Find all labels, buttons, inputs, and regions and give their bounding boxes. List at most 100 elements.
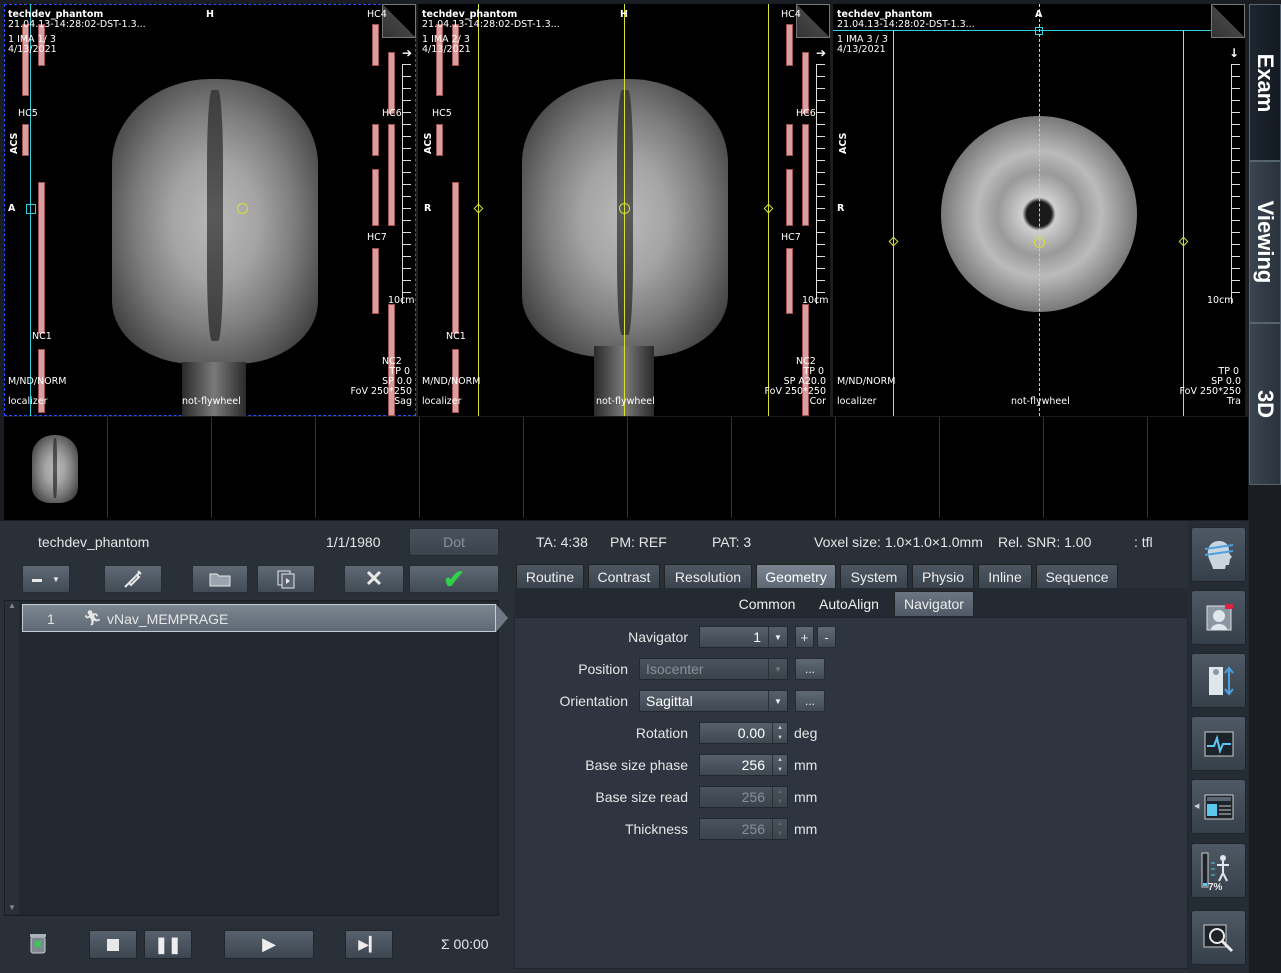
chevron-down-icon[interactable]: ▼ [768,627,787,647]
thumbnail-strip[interactable] [4,417,1248,520]
tab-3d[interactable]: 3D [1249,323,1281,485]
navigator-line[interactable] [1183,30,1184,416]
thumbnail-image [32,435,78,503]
thumbnail[interactable] [4,417,108,518]
play-button[interactable]: ▶ [224,930,314,959]
rotation-stepper[interactable]: ▲ ▼ [772,723,787,743]
queue-item[interactable]: 1 🏃︎ vNav_MEMPRAGE [22,604,496,632]
viewport-sagittal[interactable]: techdev_phantom 21.04.13-14:28:02-DST-1.… [4,4,416,416]
image-index: 1 IMA 1/ 3 [8,34,56,45]
navigator-line[interactable] [1039,4,1041,416]
tab-exam[interactable]: Exam [1249,4,1281,161]
base-size-read-input[interactable]: 256 ▲ ▼ [699,786,788,808]
thumbnail[interactable] [940,417,1044,518]
tab-resolution[interactable]: Resolution [664,564,752,588]
base-size-phase-input[interactable]: 256 ▲ ▼ [699,754,788,776]
navigator-line[interactable] [30,4,31,416]
thumbnail[interactable] [836,417,940,518]
center-marker[interactable] [237,203,248,214]
dot-button[interactable]: Dot [409,528,499,556]
thumbnail[interactable] [628,417,732,518]
navigator-add-button[interactable]: + [795,626,814,648]
thumbnail[interactable] [1044,417,1148,518]
navigator-handle[interactable] [26,204,36,214]
patient-view-button[interactable] [1191,590,1246,645]
thumbnail[interactable] [420,417,524,518]
patient-name: techdev_phantom [8,9,104,20]
apply-button[interactable]: ✔ [409,564,499,594]
rotation-input[interactable]: 0.00 ▲ ▼ [699,722,788,744]
queue-list[interactable] [4,600,499,916]
image-browser-button[interactable] [1191,910,1246,965]
inline-display-button[interactable]: ◀ [1191,779,1246,834]
base-size-phase-stepper[interactable]: ▲ ▼ [772,755,787,775]
viewport-corner-handle[interactable] [796,4,830,38]
chevron-down-icon[interactable]: ▼ [768,659,787,679]
tab-inline[interactable]: Inline [978,564,1032,588]
skip-button[interactable]: ▶▎ [345,930,393,959]
queue-item-name: vNav_MEMPRAGE [107,611,229,627]
table-move-button[interactable] [1191,653,1246,708]
scroll-up-icon[interactable]: ▲ [8,601,16,610]
position-more-button[interactable]: ... [795,658,825,680]
center-marker[interactable] [1034,237,1045,248]
progress-indicator[interactable]: 7% [1191,843,1246,898]
display-window-icon [1204,794,1233,819]
tab-sequence-label: Sequence [1045,568,1109,585]
view-mode-dropdown[interactable]: ▬ ▼ [22,565,70,593]
thumbnail[interactable] [212,417,316,518]
coil-indicator [786,169,793,226]
navigator-handle[interactable] [1178,236,1189,247]
navigator-handle[interactable] [763,203,774,214]
viewport-corner-handle[interactable] [1211,4,1245,38]
physio-button[interactable] [1191,716,1246,771]
subtab-bar [514,588,1188,617]
subtab-navigator[interactable]: Navigator [894,591,974,616]
tab-geometry[interactable]: Geometry [756,564,836,588]
pause-button[interactable]: ❚❚ [144,930,192,959]
head-coil-button[interactable] [1191,527,1246,582]
subtab-autoalign[interactable]: AutoAlign [814,591,884,616]
edit-properties-button[interactable] [104,565,162,593]
viewport-coronal[interactable]: techdev_phantom 21.04.13-14:28:02-DST-1.… [418,4,830,416]
thumbnail[interactable] [108,417,212,518]
center-marker[interactable] [619,203,630,214]
base-size-read-stepper[interactable]: ▲ ▼ [772,787,787,807]
orientation-select[interactable]: Sagittal ▼ [639,690,788,712]
trash-icon[interactable] [27,931,49,955]
thickness-input[interactable]: 256 ▲ ▼ [699,818,788,840]
thumbnail[interactable] [316,417,420,518]
scroll-down-icon[interactable]: ▼ [8,903,16,912]
tab-viewing[interactable]: Viewing [1249,161,1281,323]
navigator-line[interactable] [768,4,769,416]
cancel-button[interactable]: ✕ [344,565,404,593]
subtab-common[interactable]: Common [732,591,802,616]
viewport-transverse[interactable]: techdev_phantom 21.04.13-14:28:02-DST-1.… [833,4,1245,416]
queue-item-number: 1 [47,611,55,627]
navigator-remove-button[interactable]: - [817,626,836,648]
navigator-handle[interactable] [473,203,484,214]
thickness-label: Thickness [624,821,688,837]
thumbnail[interactable] [1148,417,1251,518]
tab-physio[interactable]: Physio [912,564,974,588]
tab-contrast[interactable]: Contrast [588,564,660,588]
copy-protocol-button[interactable] [257,565,315,593]
queue-scrollbar[interactable]: ▲ ▼ [5,601,19,914]
chevron-down-icon[interactable]: ▼ [768,691,787,711]
navigator-handle[interactable] [888,236,899,247]
tab-system[interactable]: System [840,564,908,588]
position-select[interactable]: Isocenter ▼ [639,658,788,680]
navigator-select[interactable]: 1 ▼ [699,626,788,648]
stop-button[interactable] [89,930,137,959]
navigator-line[interactable] [893,30,894,416]
viewport-corner-handle[interactable] [382,4,416,38]
thumbnail[interactable] [732,417,836,518]
tab-routine[interactable]: Routine [516,564,584,588]
thumbnail[interactable] [524,417,628,518]
navigator-line[interactable] [478,4,479,416]
thickness-stepper[interactable]: ▲ ▼ [772,819,787,839]
tab-sequence[interactable]: Sequence [1036,564,1118,588]
open-folder-button[interactable] [192,565,248,593]
orientation-more-button[interactable]: ... [795,690,825,712]
pause-icon: ❚❚ [154,936,182,954]
